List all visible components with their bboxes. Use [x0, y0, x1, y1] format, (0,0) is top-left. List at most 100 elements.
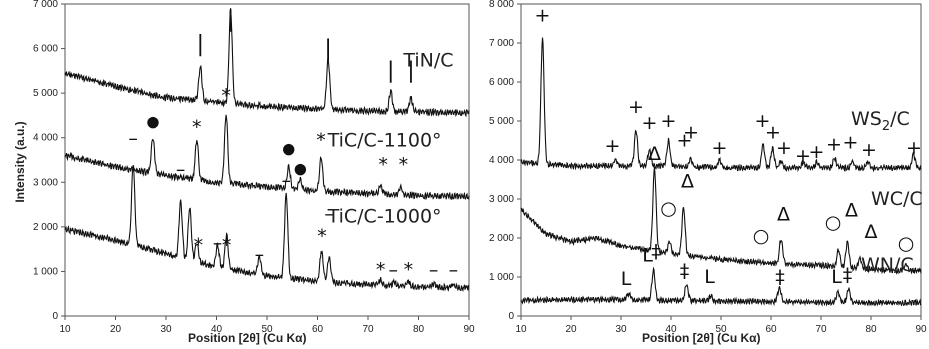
- peak-marker: +: [683, 122, 699, 144]
- peak-marker: +: [765, 122, 781, 144]
- peak-marker: +: [605, 135, 621, 157]
- series-label: WC/C: [871, 188, 923, 210]
- series-label-text: TiC/C-1000°: [327, 205, 442, 227]
- peak-marker: +: [795, 145, 811, 167]
- peak-marker: –: [128, 127, 138, 149]
- x-tick-label: 40: [211, 324, 223, 335]
- peak-marker: +: [776, 137, 792, 159]
- peak-marker: +: [826, 133, 842, 155]
- peak-marker: |: [387, 59, 394, 84]
- left-y-axis-label: Intensity (a.u.): [13, 121, 27, 202]
- y-tick-label: 0: [508, 311, 514, 322]
- peak-marker: ○: [898, 233, 915, 255]
- left-x-axis-label: Position [2θ] (Cu Kα): [188, 331, 307, 345]
- peak-marker: –: [281, 170, 291, 192]
- peak-marker: –: [185, 165, 195, 187]
- peak-marker: |: [407, 59, 414, 84]
- y-tick-label: 3 000: [33, 177, 58, 188]
- right-x-axis-label: Position [2θ] (Cu Kα): [642, 331, 761, 345]
- series-line-1: [64, 114, 470, 201]
- series-label: WS2/C: [851, 108, 910, 134]
- peak-marker: Δ: [845, 200, 858, 222]
- y-tick-label: 0: [52, 311, 58, 322]
- series-label-text: WC/C: [871, 188, 923, 210]
- series-label: WN/C: [861, 254, 914, 276]
- peak-marker: –: [449, 259, 459, 281]
- peak-marker: +: [906, 137, 922, 159]
- y-tick-label: 3 000: [489, 194, 514, 205]
- peak-marker: +: [642, 112, 658, 134]
- peak-marker: *: [316, 130, 326, 152]
- peak-marker: +: [861, 139, 877, 161]
- peak-marker: *: [399, 154, 409, 176]
- peak-marker: *: [192, 116, 202, 138]
- peak-marker: |: [197, 32, 204, 57]
- y-tick-label: 2 000: [33, 222, 58, 233]
- peak-marker: L: [831, 266, 842, 288]
- peak-marker: ○: [825, 211, 842, 233]
- peak-marker: ●: [282, 139, 295, 157]
- y-tick-label: 4 000: [33, 133, 58, 144]
- peak-marker: |: [227, 7, 234, 32]
- series-label-subscript: 2: [882, 119, 890, 134]
- peak-marker: L: [621, 268, 632, 290]
- peak-marker: L: [704, 266, 715, 288]
- y-tick-label: 1 000: [33, 266, 58, 277]
- peak-marker: *: [194, 234, 204, 256]
- peak-marker: –: [255, 243, 265, 265]
- peak-marker: ○: [660, 198, 677, 220]
- x-tick-label: 90: [463, 324, 475, 335]
- peak-marker: ○: [753, 225, 770, 247]
- peak-marker: +: [809, 141, 825, 163]
- peak-marker: Δ: [681, 170, 694, 192]
- series-label: TiC/C-1000°: [327, 205, 442, 227]
- peak-marker: Δ: [865, 221, 878, 243]
- left-xrd-panel: 0 1 000 2 000 3 000 4 000 5 000 6 000 7 000 10 2…: [13, 0, 475, 345]
- peak-marker: +: [677, 129, 693, 151]
- x-tick-label: 80: [865, 324, 877, 335]
- series-line-0: [64, 8, 470, 118]
- peak-marker: Δ: [777, 203, 790, 225]
- peak-marker: *: [222, 234, 232, 256]
- peak-marker: +: [712, 137, 728, 159]
- peak-marker: ‡: [775, 266, 785, 288]
- peak-marker: –: [429, 259, 439, 281]
- series-label-text: WS: [851, 108, 882, 130]
- peak-marker: *: [376, 259, 386, 281]
- x-tick-label: 50: [261, 324, 273, 335]
- right-xrd-panel: 0 1 000 2 000 3 000 4 000 5 000 6 000 7 000 8 00…: [489, 0, 927, 345]
- y-tick-label: 7 000: [33, 0, 58, 10]
- peak-marker: ●: [146, 113, 159, 131]
- y-tick-label: 6 000: [33, 44, 58, 55]
- peak-marker: +: [628, 96, 644, 118]
- y-tick-label: 7 000: [489, 38, 514, 49]
- peak-marker: *: [221, 85, 231, 107]
- x-tick-label: 80: [413, 324, 425, 335]
- peak-marker: Δ: [648, 143, 661, 165]
- x-tick-label: 30: [615, 324, 627, 335]
- peak-marker: +: [661, 110, 677, 132]
- x-tick-label: 90: [915, 324, 927, 335]
- peak-marker: L: [642, 244, 653, 266]
- peak-marker: ‡: [651, 241, 661, 263]
- x-tick-label: 70: [815, 324, 827, 335]
- series-line-0: [520, 37, 922, 173]
- peak-marker: *: [317, 225, 327, 247]
- series-label: TiN/C: [402, 49, 453, 71]
- peak-marker: +: [843, 131, 859, 153]
- peak-marker: –: [324, 203, 334, 225]
- x-tick-label: 60: [765, 324, 777, 335]
- peak-marker: ‡: [843, 264, 853, 286]
- peak-marker: –: [389, 259, 399, 281]
- x-tick-label: 10: [515, 324, 527, 335]
- series-line-1: [520, 167, 922, 276]
- series-line-2: [64, 165, 470, 293]
- x-tick-label: 30: [160, 324, 172, 335]
- series-label: TiC/C-1100°: [327, 130, 442, 152]
- series-label-text: TiC/C-1100°: [327, 130, 442, 152]
- y-tick-label: 6 000: [489, 77, 514, 88]
- peak-marker: |: [324, 36, 331, 61]
- series-line-2: [520, 266, 922, 307]
- peak-marker: *: [404, 259, 414, 281]
